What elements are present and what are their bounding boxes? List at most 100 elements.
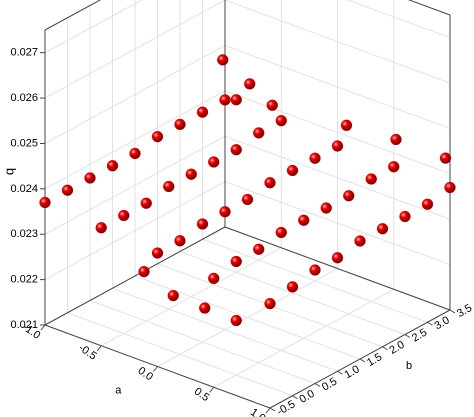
tick-mark (40, 324, 46, 331)
point (217, 54, 229, 66)
grid-line (44, 135, 226, 235)
tick-mark (359, 358, 366, 363)
tick-mark (337, 370, 343, 375)
tick-mark (96, 345, 102, 352)
tick-mark (314, 383, 321, 387)
z-axis-title: q (1, 168, 16, 175)
y-tick-label: 3.5 (455, 302, 474, 320)
x-tick-label: 1.0 (248, 406, 267, 417)
tick-mark (265, 407, 271, 414)
point (439, 152, 452, 164)
point (388, 161, 400, 173)
point (196, 106, 209, 118)
point (390, 133, 402, 146)
grid-line (224, 0, 451, 84)
point (421, 198, 434, 210)
grid-line (44, 90, 226, 190)
grid-line (224, 181, 451, 266)
z-tick-label: 0.024 (10, 183, 38, 195)
x-tick-label: -0.5 (76, 342, 98, 363)
y-axis-title: b (406, 360, 412, 372)
y-tick-label: 1.0 (342, 363, 361, 381)
x-tick-label: 0.5 (192, 385, 211, 404)
point (399, 210, 411, 223)
point (354, 235, 366, 247)
axis-line (224, 226, 451, 311)
tick-mark (404, 334, 411, 338)
point (199, 302, 211, 314)
tick-mark (292, 395, 298, 400)
point (275, 115, 287, 127)
grid-line (224, 90, 451, 175)
point (39, 196, 51, 209)
point (61, 184, 74, 196)
point (174, 235, 186, 247)
grid-line (112, 287, 338, 372)
z-tick-label: 0.023 (10, 228, 38, 240)
point (118, 209, 130, 222)
x-tick-label: 0.0 (136, 365, 155, 384)
point (196, 218, 209, 230)
y-tick-label: 3.0 (432, 314, 451, 332)
point (286, 281, 299, 293)
tick-mark (269, 407, 276, 412)
point (331, 140, 344, 152)
grid-line (44, 0, 226, 99)
x-axis-title: a (115, 384, 122, 396)
point (167, 289, 179, 302)
grid-line (44, 45, 226, 144)
grid-line (346, 0, 451, 39)
point (230, 144, 242, 156)
axis-line (44, 0, 102, 31)
point (376, 223, 389, 235)
point (140, 197, 152, 209)
point (253, 243, 265, 255)
y-tick-label: 2.5 (410, 327, 429, 345)
point (444, 181, 456, 194)
point (219, 94, 231, 106)
point (343, 190, 355, 202)
grid-line (89, 300, 316, 384)
point (298, 214, 310, 226)
grid-line (134, 275, 361, 360)
point (151, 131, 164, 143)
tick-mark (427, 321, 433, 326)
z-tick-label: 0.022 (10, 274, 38, 286)
point (230, 94, 242, 106)
y-tick-label: 1.5 (365, 351, 384, 369)
grid-line (202, 238, 428, 323)
point (275, 226, 287, 239)
axis-line (44, 226, 226, 326)
tick-mark (153, 366, 158, 372)
point (264, 177, 276, 189)
grid-line (67, 312, 293, 397)
point (309, 264, 321, 276)
z-tick-label: 0.026 (10, 92, 38, 104)
grid-line (44, 181, 226, 281)
y-tick-label: 0.5 (320, 376, 339, 394)
z-tick-label: 0.021 (10, 319, 38, 331)
point (331, 252, 344, 264)
point (241, 193, 254, 206)
tick-mark (382, 346, 388, 351)
point (253, 127, 265, 139)
grid-line (44, 0, 143, 54)
y-tick-label: 0.0 (297, 388, 316, 406)
y-tick-label: -0.5 (275, 398, 297, 417)
point (320, 202, 332, 214)
z-tick-label: 0.025 (10, 137, 38, 149)
grid-line (224, 135, 451, 220)
point (365, 173, 377, 185)
z-tick-label: 0.027 (10, 47, 38, 59)
point (174, 118, 186, 131)
point (340, 119, 353, 131)
point (138, 265, 150, 278)
point (151, 247, 164, 259)
grid-line (224, 44, 451, 129)
y-tick-label: 2.0 (387, 339, 406, 357)
point (219, 206, 231, 218)
axis-line (407, 0, 451, 16)
grid-line (179, 251, 406, 335)
point (230, 255, 242, 268)
